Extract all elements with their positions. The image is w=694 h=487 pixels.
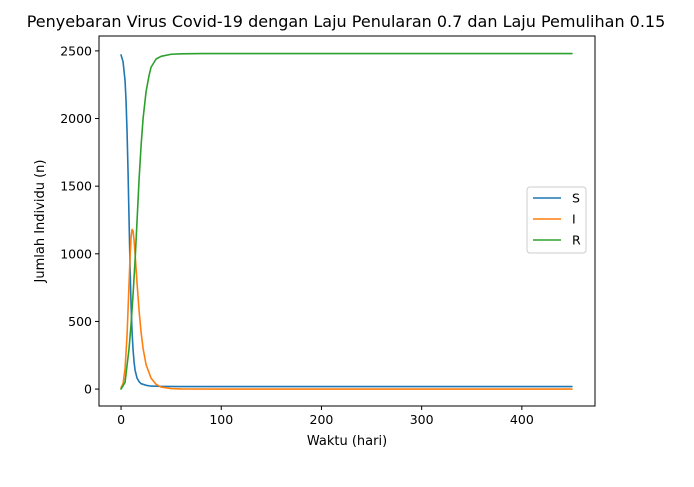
x-tick-label: 300 <box>410 412 434 427</box>
series-line-i <box>120 228 573 390</box>
y-tick-label: 1000 <box>60 246 92 261</box>
legend-label-r: R <box>572 233 581 248</box>
chart-title: Penyebaran Virus Covid-19 dengan Laju Pe… <box>27 12 666 31</box>
x-axis-ticks: 0 100 200 300 400 <box>117 406 534 427</box>
legend-label-s: S <box>572 191 580 206</box>
y-tick-label: 2000 <box>60 111 92 126</box>
legend: SIR <box>526 186 587 254</box>
plot-frame <box>98 35 596 407</box>
series-lines <box>120 52 573 390</box>
x-tick-label: 200 <box>310 412 334 427</box>
plot-area <box>98 35 596 407</box>
x-tick-label: 400 <box>510 412 534 427</box>
x-axis-label: Waktu (hari) <box>307 434 387 449</box>
legend-label-i: I <box>572 212 576 227</box>
series-line-r <box>120 52 573 390</box>
y-tick-label: 500 <box>68 314 92 329</box>
y-tick-label: 2500 <box>60 43 92 58</box>
y-axis-label: Jumlah Individu (n) <box>33 160 48 284</box>
legend-box <box>526 186 587 254</box>
x-tick-label: 100 <box>209 412 233 427</box>
y-tick-label: 1500 <box>60 179 92 194</box>
y-axis-ticks: 0 500 1000 1500 2000 2500 <box>60 43 99 397</box>
x-tick-label: 0 <box>117 412 125 427</box>
series-line-s <box>120 54 573 388</box>
y-tick-label: 0 <box>84 382 92 397</box>
